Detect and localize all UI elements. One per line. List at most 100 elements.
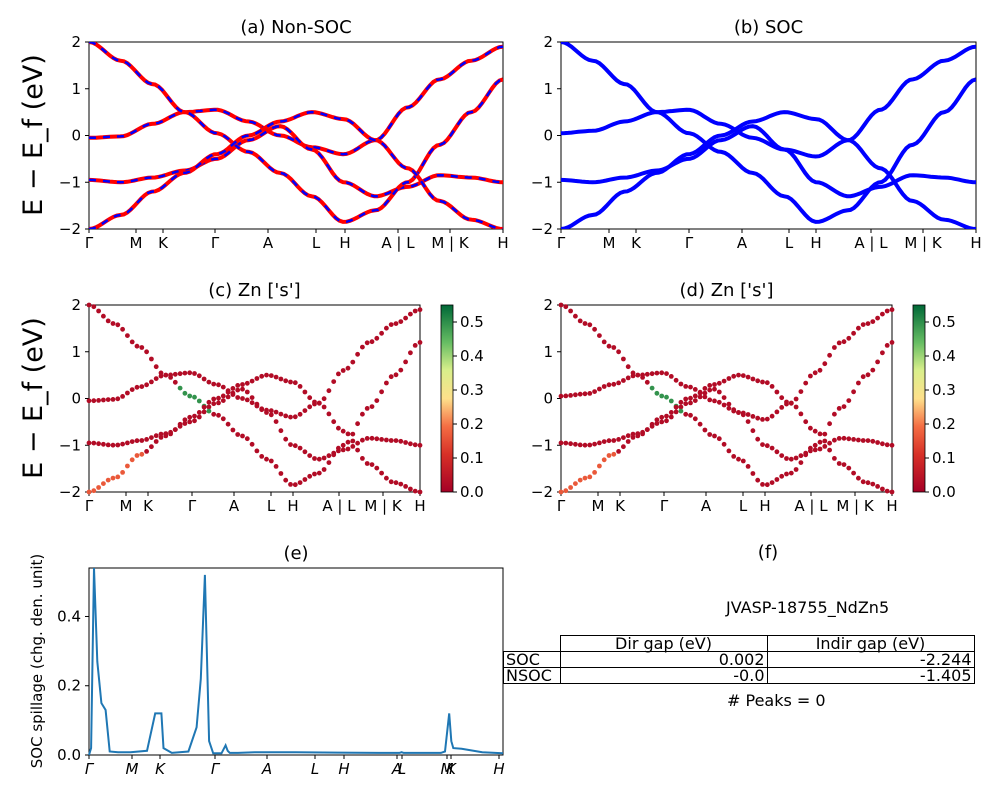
scatter-point (841, 435, 847, 441)
scatter-point (755, 436, 761, 442)
scatter-point (259, 454, 265, 459)
table-header-row: Dir gap (eV) Indir gap (eV) (504, 635, 975, 652)
scatter-point (297, 384, 303, 389)
scatter-point (582, 321, 588, 326)
axes-frame (88, 567, 504, 756)
scatter-point (731, 407, 737, 413)
x-tick-label: M (126, 760, 139, 778)
scatter-point (283, 477, 289, 483)
x-tick-label: Γ (557, 234, 566, 252)
scatter-point (577, 477, 583, 483)
scatter-point (196, 373, 202, 379)
table-header-dir: Dir gap (eV) (559, 635, 768, 652)
scatter-point (640, 431, 645, 437)
x-tick-label: H (493, 760, 504, 778)
scatter-point (158, 431, 164, 437)
scatter-point (808, 445, 813, 451)
y-tick-label: 2 (71, 33, 81, 51)
x-tick-label: H (497, 234, 508, 252)
scatter-point (297, 445, 303, 451)
scatter-point (134, 343, 140, 349)
scatter-point (597, 386, 602, 392)
scatter-point (692, 393, 698, 399)
scatter-point (369, 462, 375, 467)
band-line (89, 110, 503, 229)
scatter-point (110, 397, 116, 402)
scatter-point (336, 371, 341, 377)
scatter-point (707, 397, 713, 403)
scatter-point (812, 447, 818, 453)
scatter-group (558, 302, 895, 495)
scatter-point (760, 379, 765, 385)
scatter-point (403, 440, 408, 445)
scatter-point (115, 322, 121, 328)
scatter-point (273, 374, 279, 380)
scatter-point (712, 386, 717, 392)
scatter-point (649, 421, 655, 427)
scatter-point (798, 460, 804, 465)
scatter-point (668, 414, 674, 420)
x-tick-label: M | K (836, 497, 875, 515)
y-axis-label: E − E_f (eV) (18, 54, 49, 216)
scatter-point (726, 448, 732, 454)
scatter-point (683, 396, 689, 402)
scatter-point (297, 411, 303, 417)
scatter-point (659, 419, 665, 425)
scatter-point (144, 437, 150, 442)
x-tick-label: K (155, 760, 166, 778)
scatter-point (731, 373, 737, 379)
colorbar-tick-label: 0.3 (932, 381, 956, 399)
scatter-point (764, 443, 770, 449)
scatter-point (350, 438, 356, 444)
scatter-point (812, 370, 818, 376)
scatter-point (408, 350, 413, 356)
scatter-point (149, 379, 154, 385)
scatter-point (283, 436, 289, 442)
scatter-point (292, 482, 298, 488)
scatter-point (96, 398, 101, 403)
scatter-point (417, 340, 423, 345)
scatter-point (812, 442, 818, 448)
scatter-point (101, 441, 106, 447)
colorbar (912, 304, 926, 493)
scatter-point (283, 378, 289, 384)
scatter-point (884, 442, 890, 448)
scatter-point (292, 380, 298, 386)
scatter-point (621, 435, 626, 440)
y-tick-label: 1 (543, 343, 553, 361)
scatter-point (664, 418, 669, 424)
scatter-point (870, 319, 876, 324)
scatter-point (760, 482, 765, 487)
x-tick-label: H (759, 497, 770, 515)
x-tick-label: K (631, 234, 642, 252)
scatter-point (268, 408, 274, 414)
scatter-point (374, 436, 380, 442)
scatter-point (302, 408, 308, 413)
table-row: NSOC -0.0 -1.405 (503, 667, 975, 684)
scatter-point (808, 373, 813, 379)
scatter-point (822, 431, 828, 437)
scatter-point (736, 372, 741, 378)
scatter-point (582, 391, 588, 397)
scatter-point (336, 445, 341, 451)
scatter-point (168, 375, 174, 380)
scatter-point (91, 440, 97, 446)
system-name: JVASP-18755_NdZn5 (726, 598, 890, 617)
scatter-point (573, 441, 578, 447)
x-tick-label: A | L (322, 497, 356, 515)
scatter-point (254, 401, 260, 407)
scatter-point (249, 378, 255, 384)
scatter-point (417, 307, 423, 313)
scatter-point (331, 452, 337, 458)
scatter-point (360, 411, 365, 417)
scatter-point (721, 395, 727, 400)
scatter-point (125, 463, 130, 469)
x-tick-label: H (338, 760, 349, 778)
scatter-point (716, 399, 722, 405)
scatter-point (736, 410, 741, 415)
scatter-point (774, 389, 780, 395)
scatter-point (393, 321, 399, 326)
scatter-point (769, 480, 775, 485)
scatter-point (764, 380, 770, 386)
scatter-point (417, 442, 423, 448)
